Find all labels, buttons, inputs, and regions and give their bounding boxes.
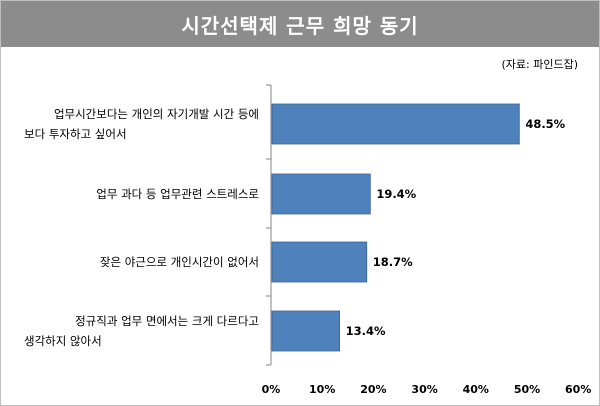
x-tick-label: 40% [463,383,489,396]
x-tick-label: 20% [360,383,386,396]
category-label: 보다 투자하고 싶어서 [24,127,127,141]
bar [271,241,368,283]
source-note: (자료: 파인드잡) [501,58,578,71]
data-label: 48.5% [525,117,565,131]
x-tick-label: 50% [514,383,540,396]
x-tick-label: 0% [262,383,281,396]
data-label: 13.4% [346,324,386,338]
x-tick-label: 60% [565,383,591,396]
title-bar: 시간선택제 근무 희망 동기 [1,1,599,47]
bar [271,310,341,352]
bar [271,173,371,215]
data-label: 18.7% [373,255,413,269]
x-tick-label: 10% [309,383,335,396]
category-label: 업무시간보다는 개인의 자기개발 시간 등에 [54,107,259,121]
category-label: 잦은 야근으로 개인시간이 없어서 [100,255,259,269]
category-label: 생각하지 않아서 [24,334,102,348]
chart-title: 시간선택제 근무 희망 동기 [181,13,419,38]
category-label: 정규직과 업무 면에서는 크게 다르다고 [75,314,259,328]
x-tick-label: 30% [411,383,437,396]
category-label: 업무 과다 등 업무관련 스트레스로 [96,187,259,201]
data-label: 19.4% [376,187,416,201]
bar [271,103,520,145]
